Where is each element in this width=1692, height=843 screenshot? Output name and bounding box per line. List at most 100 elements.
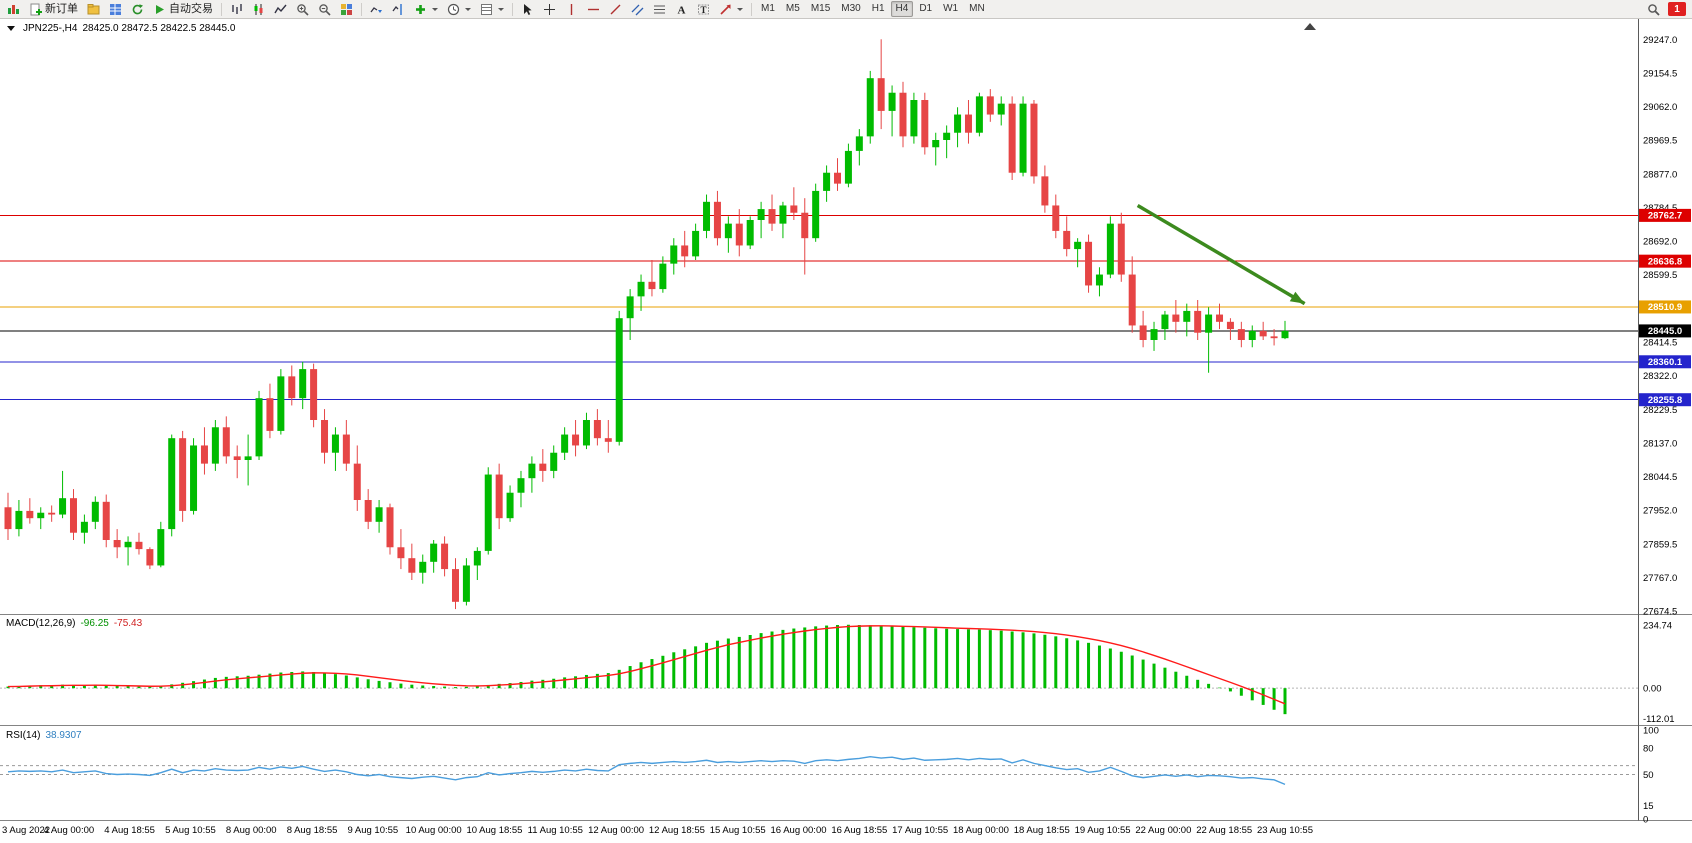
svg-text:28969.5: 28969.5 [1643, 136, 1677, 147]
periodicity-button[interactable] [443, 0, 475, 18]
arrow-objects-button[interactable] [715, 0, 747, 18]
svg-text:11 Aug 10:55: 11 Aug 10:55 [528, 825, 583, 836]
horizontal-line-icon [588, 8, 599, 10]
svg-text:28360.1: 28360.1 [1648, 357, 1683, 368]
equidistant-channel-icon [631, 4, 644, 15]
timeframe-mn-button[interactable]: MN [969, 3, 985, 14]
zoom-in-icon [297, 3, 309, 16]
rsi-indicator-label: RSI(14) 38.9307 [6, 730, 82, 741]
fibonacci-tool-button[interactable] [649, 0, 670, 18]
refresh-button[interactable] [127, 0, 148, 18]
svg-text:15: 15 [1643, 801, 1654, 812]
autotrading-button[interactable]: 自动交易 [149, 0, 217, 18]
chart-area[interactable]: 29247.0 29154.5 29062.0 28969.5 28877.0 28784… [0, 18, 1692, 843]
rsi-value: 38.9307 [45, 730, 82, 741]
timeframe-h4-button[interactable]: H4 [890, 1, 914, 17]
price-tag [1639, 324, 1691, 338]
timeframe-m5-button[interactable]: M5 [785, 3, 800, 14]
bar-chart-button[interactable] [226, 0, 247, 18]
svg-text:16 Aug 18:55: 16 Aug 18:55 [831, 825, 887, 836]
line-chart-button[interactable] [270, 0, 291, 18]
svg-text:16 Aug 00:00: 16 Aug 00:00 [771, 825, 827, 836]
timeframe-m1-button[interactable]: M1 [761, 3, 775, 14]
mini-chart-icon [8, 4, 19, 14]
timeframe-d1-button[interactable]: D1 [919, 3, 933, 14]
svg-text:28784.5: 28784.5 [1643, 203, 1677, 214]
zoom-in-button[interactable] [292, 0, 313, 18]
svg-text:15 Aug 10:55: 15 Aug 10:55 [710, 825, 766, 836]
timeframe-h1-button[interactable]: H1 [871, 3, 885, 14]
search-button[interactable] [1643, 0, 1664, 18]
toolbar-separator [361, 2, 362, 16]
timeframe-m15-button[interactable]: M15 [810, 3, 831, 14]
new-order-label: 新订单 [45, 3, 78, 15]
text-label-tool-button[interactable]: T [693, 0, 714, 18]
auto-scroll-button[interactable] [366, 0, 387, 18]
templates-button[interactable] [476, 0, 508, 18]
price-tag [1639, 355, 1691, 369]
notification-badge[interactable]: 1 [1668, 2, 1686, 16]
svg-text:28445.0: 28445.0 [1648, 326, 1682, 337]
arrow-object-icon [720, 4, 731, 15]
svg-text:19 Aug 10:55: 19 Aug 10:55 [1075, 825, 1131, 836]
candlestick-chart-button[interactable] [248, 0, 269, 18]
svg-text:17 Aug 10:55: 17 Aug 10:55 [892, 825, 948, 836]
svg-text:18 Aug 18:55: 18 Aug 18:55 [1014, 825, 1070, 836]
crosshair-tool-button[interactable] [539, 0, 560, 18]
main-panel [0, 39, 1638, 610]
cursor-tool-button[interactable] [517, 0, 538, 18]
channel-tool-button[interactable] [627, 0, 648, 18]
charts-grip-button[interactable] [3, 0, 24, 18]
profiles-button[interactable] [83, 0, 104, 18]
vertical-line-tool-button[interactable] [561, 0, 582, 18]
timeframe-w1-button[interactable]: W1 [943, 3, 959, 14]
macd-signal-line [7, 625, 1286, 705]
chart-canvas[interactable]: 29247.0 29154.5 29062.0 28969.5 28877.0 28784… [0, 18, 1692, 843]
svg-text:50: 50 [1643, 770, 1654, 781]
macd-title: MACD(12,26,9) [6, 618, 76, 629]
macd-value: -96.25 [80, 618, 109, 629]
svg-text:8 Aug 00:00: 8 Aug 00:00 [226, 825, 277, 836]
svg-text:18 Aug 00:00: 18 Aug 00:00 [953, 825, 1009, 836]
market-watch-icon [110, 3, 121, 15]
svg-text:A: A [678, 4, 686, 16]
svg-text:0: 0 [1643, 815, 1648, 826]
svg-text:22 Aug 00:00: 22 Aug 00:00 [1135, 825, 1191, 836]
search-icon [1648, 3, 1660, 16]
market-watch-button[interactable] [105, 0, 126, 18]
svg-text:100: 100 [1643, 726, 1659, 737]
text-icon: A [678, 4, 686, 16]
svg-text:27767.0: 27767.0 [1643, 573, 1677, 584]
price-tag [1639, 254, 1691, 268]
add-indicator-button[interactable] [410, 0, 442, 18]
profiles-icon [87, 3, 100, 14]
bar-chart-icon [232, 3, 242, 14]
trend-arrow [1136, 203, 1306, 306]
one-click-collapse-icon[interactable] [7, 26, 15, 31]
svg-text:5 Aug 10:55: 5 Aug 10:55 [165, 825, 216, 836]
svg-text:29154.5: 29154.5 [1643, 68, 1677, 79]
dropdown-caret-icon [465, 7, 471, 11]
new-order-icon [30, 3, 42, 15]
svg-text:28044.5: 28044.5 [1643, 472, 1677, 483]
vertical-line-icon [570, 3, 573, 15]
line-chart-icon [274, 4, 287, 13]
svg-text:28599.5: 28599.5 [1643, 270, 1677, 281]
text-tool-button[interactable]: A [671, 0, 692, 18]
tile-windows-button[interactable] [336, 0, 357, 18]
svg-text:22 Aug 18:55: 22 Aug 18:55 [1196, 825, 1252, 836]
new-order-button[interactable]: 新订单 [25, 0, 82, 18]
horizontal-line-tool-button[interactable] [583, 0, 604, 18]
svg-text:12 Aug 18:55: 12 Aug 18:55 [649, 825, 705, 836]
macd-signal-value: -75.43 [113, 618, 143, 629]
candlestick-chart-icon [254, 3, 263, 15]
chart-shift-button[interactable] [388, 0, 409, 18]
trendline-tool-button[interactable] [605, 0, 626, 18]
fibonacci-icon [654, 5, 665, 13]
clock-icon [447, 3, 460, 15]
autotrading-label: 自动交易 [169, 3, 213, 15]
timeframe-m30-button[interactable]: M30 [841, 3, 861, 14]
zoom-out-button[interactable] [314, 0, 335, 18]
